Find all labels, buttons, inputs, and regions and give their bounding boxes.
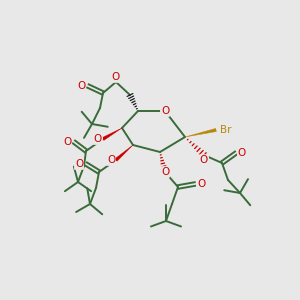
Text: O: O: [112, 72, 120, 82]
Text: O: O: [161, 167, 169, 177]
Text: O: O: [94, 134, 102, 144]
Text: O: O: [238, 148, 246, 158]
Text: O: O: [77, 81, 85, 91]
Text: O: O: [200, 155, 208, 165]
Polygon shape: [102, 128, 122, 140]
Text: O: O: [63, 137, 71, 147]
Text: O: O: [107, 155, 115, 165]
Text: O: O: [197, 179, 205, 189]
Text: O: O: [161, 106, 169, 116]
Text: O: O: [75, 159, 83, 169]
Text: Br: Br: [220, 125, 232, 135]
Polygon shape: [115, 145, 133, 161]
Polygon shape: [185, 128, 216, 137]
